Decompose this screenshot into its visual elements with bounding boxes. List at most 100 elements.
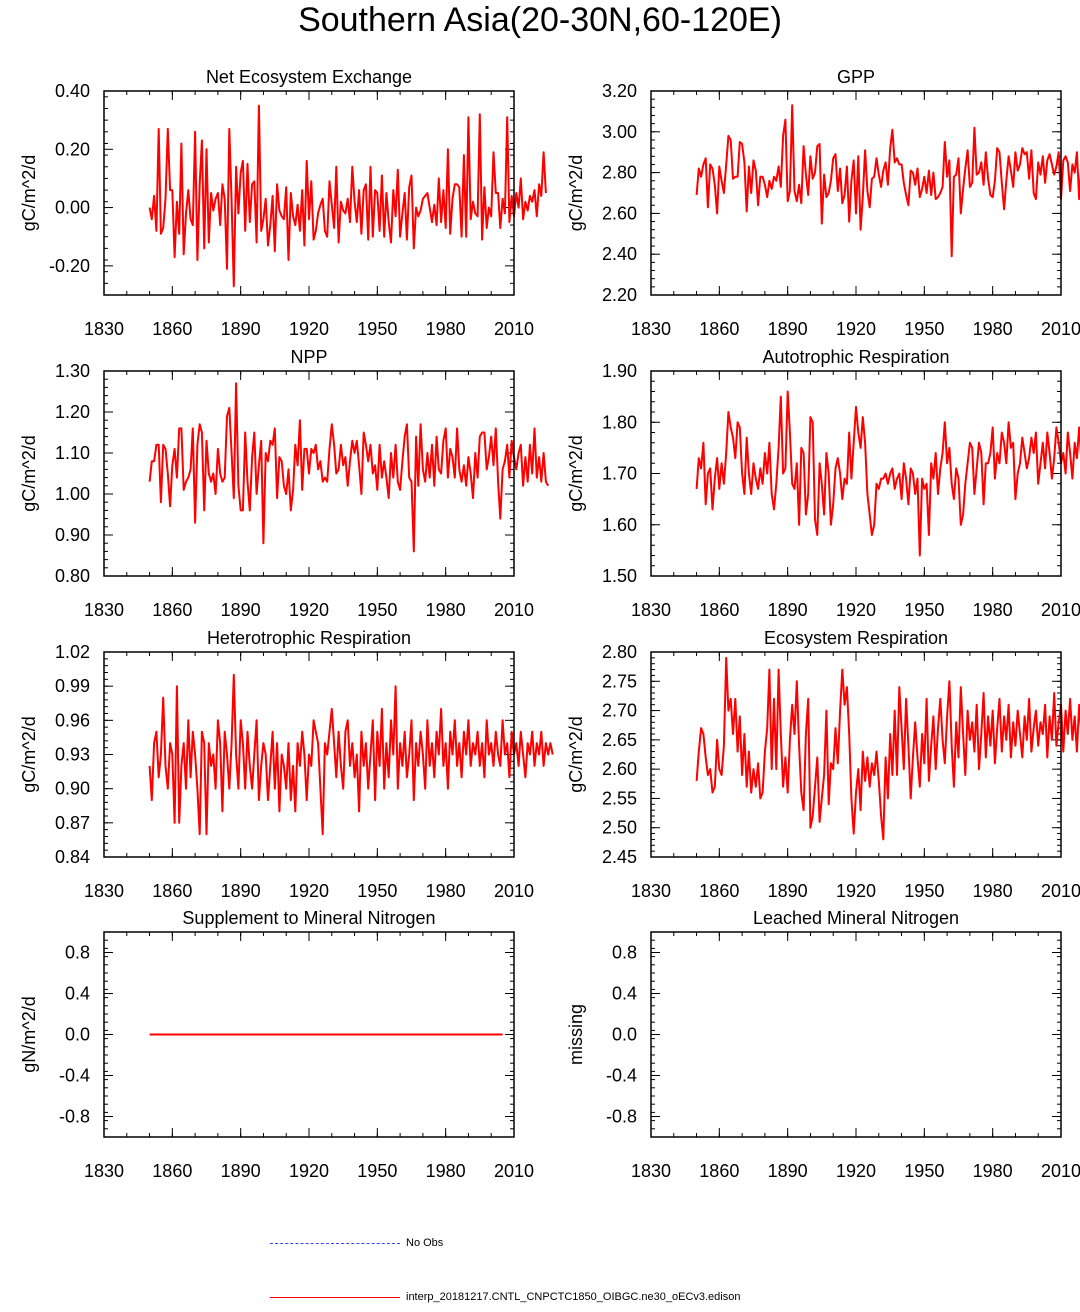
y-tick-label: 0.90 (55, 779, 90, 799)
y-tick-label: 0.0 (612, 1025, 637, 1045)
x-tick-label: 1980 (973, 881, 1013, 901)
x-tick-label: 1950 (904, 881, 944, 901)
plot-frame-leached-mineral-nitrogen (650, 931, 1062, 1138)
y-tick-label: 0.00 (55, 198, 90, 218)
panel-title-ecosystem-respiration: Ecosystem Respiration (764, 628, 948, 648)
y-tick-label: 2.50 (602, 818, 637, 838)
x-tick-label: 1890 (768, 600, 808, 620)
x-tick-label: 1860 (699, 319, 739, 339)
y-tick-label: 1.60 (602, 515, 637, 535)
panel-title-gpp: GPP (837, 67, 875, 87)
panel-gpp: GPP gC/m^2/d 1830 1860 1890 1920 1950 1980 2010 2… (566, 67, 1080, 339)
series-line-heterotrophic-respiration (148, 673, 554, 836)
y-axis-label-npp: gC/m^2/d (19, 435, 39, 511)
x-tick-label: 1890 (221, 881, 261, 901)
x-tick-label: 1860 (699, 1161, 739, 1181)
x-tick-label: 1950 (357, 600, 397, 620)
panel-net-ecosystem-exchange: Net Ecosystem Exchange gC/m^2/d 1830 1860 18… (19, 67, 547, 339)
series-line-autotrophic-respiration (695, 390, 1080, 557)
x-tick-label: 1860 (699, 881, 739, 901)
y-tick-label: 0.8 (65, 943, 90, 963)
y-tick-label: 1.50 (602, 566, 637, 586)
plot-frame-ecosystem-respiration (650, 651, 1062, 858)
x-tick-label: 1830 (84, 1161, 124, 1181)
x-tick-label: 1830 (84, 881, 124, 901)
x-tick-label: 1950 (357, 1161, 397, 1181)
y-tick-label: 0.80 (55, 566, 90, 586)
plot-frame-net-ecosystem-exchange (103, 90, 515, 296)
x-tick-label: 1950 (904, 1161, 944, 1181)
x-tick-label: 1950 (904, 600, 944, 620)
x-tick-label: 1920 (836, 1161, 876, 1181)
x-tick-label: 1830 (84, 319, 124, 339)
panel-supplement-to-mineral-nitrogen: Supplement to Mineral Nitrogen gN/m^2/d 18… (19, 908, 534, 1181)
x-tick-label: 2010 (1041, 1161, 1080, 1181)
x-tick-label: 1860 (152, 1161, 192, 1181)
y-tick-label: 2.75 (602, 671, 637, 691)
y-tick-label: 0.96 (55, 710, 90, 730)
x-tick-label: 1950 (357, 319, 397, 339)
x-tick-label: 1950 (904, 319, 944, 339)
panel-title-net-ecosystem-exchange: Net Ecosystem Exchange (206, 67, 412, 87)
x-tick-label: 1830 (84, 600, 124, 620)
panel-title-autotrophic-respiration: Autotrophic Respiration (762, 347, 949, 367)
panel-title-supplement-to-mineral-nitrogen: Supplement to Mineral Nitrogen (182, 908, 435, 928)
x-tick-label: 1890 (768, 319, 808, 339)
x-tick-label: 1860 (699, 600, 739, 620)
y-axis-label-autotrophic-respiration: gC/m^2/d (566, 435, 586, 511)
y-tick-label: 0.8 (612, 943, 637, 963)
y-tick-label: 1.20 (55, 402, 90, 422)
y-tick-label: 2.60 (602, 759, 637, 779)
y-tick-label: 0.90 (55, 525, 90, 545)
y-tick-label: 1.90 (602, 361, 637, 381)
plot-frame-npp (103, 370, 515, 577)
y-tick-label: 2.45 (602, 847, 637, 867)
x-tick-label: 1920 (836, 881, 876, 901)
y-tick-label: 0.20 (55, 139, 90, 159)
x-tick-label: 1890 (221, 319, 261, 339)
y-tick-label: 1.10 (55, 443, 90, 463)
y-tick-label: -0.8 (606, 1107, 637, 1127)
x-tick-label: 1890 (221, 600, 261, 620)
x-tick-label: 1980 (426, 881, 466, 901)
y-tick-label: -0.8 (59, 1107, 90, 1127)
x-tick-label: 1920 (289, 319, 329, 339)
y-axis-label-ecosystem-respiration: gC/m^2/d (566, 716, 586, 792)
x-tick-label: 1980 (426, 600, 466, 620)
x-tick-label: 1920 (836, 319, 876, 339)
x-tick-label: 1980 (426, 1161, 466, 1181)
panel-autotrophic-respiration: Autotrophic Respiration gC/m^2/d 1830 1860 1… (566, 347, 1080, 620)
y-tick-label: 3.00 (602, 122, 637, 142)
y-axis-label-leached-mineral-nitrogen: missing (566, 1004, 586, 1065)
y-tick-label: 0.40 (55, 81, 90, 101)
y-tick-label: 0.84 (55, 847, 90, 867)
y-tick-label: 2.20 (602, 285, 637, 305)
y-tick-label: 1.00 (55, 484, 90, 504)
x-tick-label: 1860 (152, 881, 192, 901)
x-tick-label: 1830 (631, 881, 671, 901)
panel-title-leached-mineral-nitrogen: Leached Mineral Nitrogen (753, 908, 959, 928)
panel-npp: NPP gC/m^2/d 1830 1860 1890 1920 1950 1980 2010 0… (19, 347, 550, 620)
y-tick-label: 2.40 (602, 244, 637, 264)
x-tick-label: 1830 (631, 319, 671, 339)
x-tick-label: 1980 (973, 319, 1013, 339)
y-axis-label-supplement-to-mineral-nitrogen: gN/m^2/d (19, 996, 39, 1072)
series-line-net-ecosystem-exchange (148, 104, 547, 288)
y-axis-label-heterotrophic-respiration: gC/m^2/d (19, 716, 39, 792)
x-tick-label: 2010 (494, 600, 534, 620)
x-tick-label: 2010 (494, 881, 534, 901)
legend-label-no-obs: No Obs (406, 1237, 444, 1249)
x-tick-label: 1890 (768, 881, 808, 901)
y-tick-label: 2.80 (602, 642, 637, 662)
y-tick-label: 2.80 (602, 163, 637, 183)
panel-ecosystem-respiration: Ecosystem Respiration gC/m^2/d 1830 1860 189… (566, 628, 1080, 901)
plot-frame-heterotrophic-respiration (103, 651, 515, 858)
plot-frame-supplement-to-mineral-nitrogen (103, 931, 515, 1138)
series-line-gpp (695, 104, 1080, 258)
y-tick-label: 0.4 (612, 984, 637, 1004)
x-tick-label: 1980 (973, 1161, 1013, 1181)
x-tick-label: 1890 (221, 1161, 261, 1181)
y-tick-label: 1.70 (602, 464, 637, 484)
y-axis-label-gpp: gC/m^2/d (566, 155, 586, 231)
x-tick-label: 2010 (494, 319, 534, 339)
